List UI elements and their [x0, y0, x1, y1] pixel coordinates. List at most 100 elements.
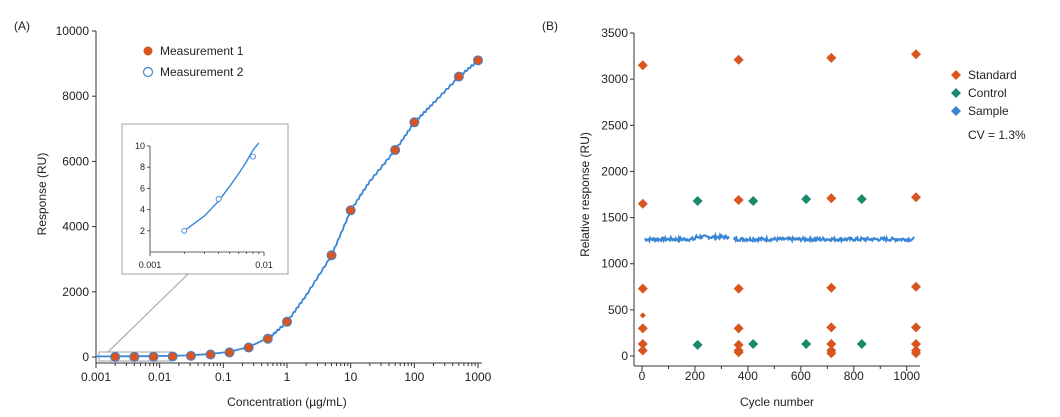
measurement-1-point [454, 72, 464, 82]
standard-point [911, 348, 922, 359]
standard-point [733, 283, 744, 294]
cv-annotation: CV = 1.3% [968, 128, 1026, 142]
measurement-2-point [453, 71, 464, 82]
measurement-2-point [282, 316, 292, 327]
measurement-1-point [409, 117, 419, 127]
x-tick-label-b: 600 [791, 369, 811, 383]
sample-series-line [733, 234, 915, 244]
measurement-2-point [185, 350, 196, 361]
y-tick-label-b: 0 [621, 349, 628, 363]
standard-point [637, 345, 648, 356]
measurement-1-point [327, 250, 337, 260]
x-tick-label-b: 800 [844, 369, 864, 383]
y-tick-label: 6000 [62, 154, 89, 168]
y-tick-label: 8000 [62, 89, 89, 103]
inset-data-point [181, 227, 188, 234]
legend-marker-measurement-1 [143, 46, 153, 56]
legend-label-measurement-2: Measurement 2 [160, 65, 244, 79]
measurement-2-point [409, 117, 420, 128]
y-tick-label-b: 2500 [601, 118, 628, 132]
standard-point [911, 192, 922, 203]
legend-label-measurement-1: Measurement 1 [160, 44, 244, 58]
measurement-2-point [205, 349, 216, 360]
control-point [801, 339, 812, 350]
inset-y-tick-label: 4 [140, 205, 145, 215]
standard-point [826, 52, 837, 63]
standard-point [911, 49, 922, 60]
x-tick-label: 0.1 [215, 370, 232, 384]
legend-label-sample: Sample [968, 104, 1009, 118]
measurement-1-point [282, 317, 292, 327]
y-tick-label: 2000 [62, 285, 89, 299]
x-tick-label: 0.001 [81, 370, 111, 384]
measurement-1-point [168, 351, 178, 361]
standard-point [733, 347, 744, 358]
standard-point [911, 339, 922, 350]
standard-point [826, 348, 837, 359]
control-point [801, 194, 812, 205]
standard-point [733, 195, 744, 206]
inset-x-tick-label: 0.001 [139, 260, 162, 270]
control-point [748, 195, 759, 206]
inset-y-tick-label: 2 [140, 226, 145, 236]
y-tick-label-b: 2000 [601, 164, 628, 178]
legend-label-control: Control [968, 86, 1007, 100]
measurement-2-point [390, 144, 401, 155]
legend-marker-sample [951, 106, 961, 116]
standard-point [826, 282, 837, 293]
measurement-2-point [243, 342, 254, 353]
standard-point [637, 339, 648, 350]
standard-point [637, 323, 648, 334]
measurement-1-point [110, 352, 120, 362]
inset-data-point [215, 196, 222, 202]
x-axis-label-b: Cycle number [740, 395, 814, 409]
x-axis-label: Concentration (µg/mL) [227, 395, 347, 409]
measurement-1-point [473, 55, 483, 65]
x-tick-label-b: 0 [639, 369, 646, 383]
x-tick-label: 1 [284, 370, 291, 384]
y-tick-label: 10000 [56, 24, 90, 38]
standard-point [637, 283, 648, 294]
inset-data-point [250, 153, 256, 160]
standard-point [639, 312, 646, 319]
legend-marker-standard [951, 70, 961, 80]
inset-fit-curve [183, 142, 260, 232]
inset-y-tick-label: 8 [140, 162, 145, 172]
control-point [692, 339, 703, 350]
y-tick-label-b: 1500 [601, 211, 628, 225]
measurement-2-point [167, 351, 178, 362]
inset-x-tick-label: 0.01 [255, 260, 273, 270]
y-tick-label-b: 3000 [601, 72, 628, 86]
x-tick-label: 1000 [465, 370, 492, 384]
inset-y-tick-label: 10 [135, 141, 145, 151]
y-axis-label-b: Relative response (RU) [578, 132, 592, 257]
measurement-1-point [186, 351, 196, 361]
standard-point [826, 322, 837, 333]
measurement-2-point [224, 347, 235, 358]
measurement-2-point [326, 250, 337, 261]
x-tick-label: 10 [344, 370, 358, 384]
measurement-1-point [225, 347, 235, 357]
standard-point [826, 193, 837, 204]
panel-label-a: (A) [14, 19, 30, 33]
sample-series-line [644, 231, 730, 244]
legend-marker-control [951, 88, 961, 98]
measurement-1-point [129, 352, 139, 362]
measurement-2-point [473, 55, 483, 66]
control-point [856, 339, 867, 350]
measurement-1-point [244, 343, 254, 353]
control-point [692, 195, 703, 206]
standard-point [911, 281, 922, 292]
standard-point [826, 339, 837, 350]
zoom-connector-line [107, 273, 189, 353]
measurement-1-point [390, 145, 400, 155]
standard-point [733, 339, 744, 350]
y-axis-label: Response (RU) [35, 153, 49, 236]
x-tick-label-b: 1000 [893, 369, 920, 383]
control-point [748, 339, 759, 350]
measurement-1-point [263, 334, 273, 344]
inset-y-tick-label: 6 [140, 183, 145, 193]
x-tick-label: 0.01 [148, 370, 172, 384]
y-tick-label-b: 500 [608, 303, 628, 317]
